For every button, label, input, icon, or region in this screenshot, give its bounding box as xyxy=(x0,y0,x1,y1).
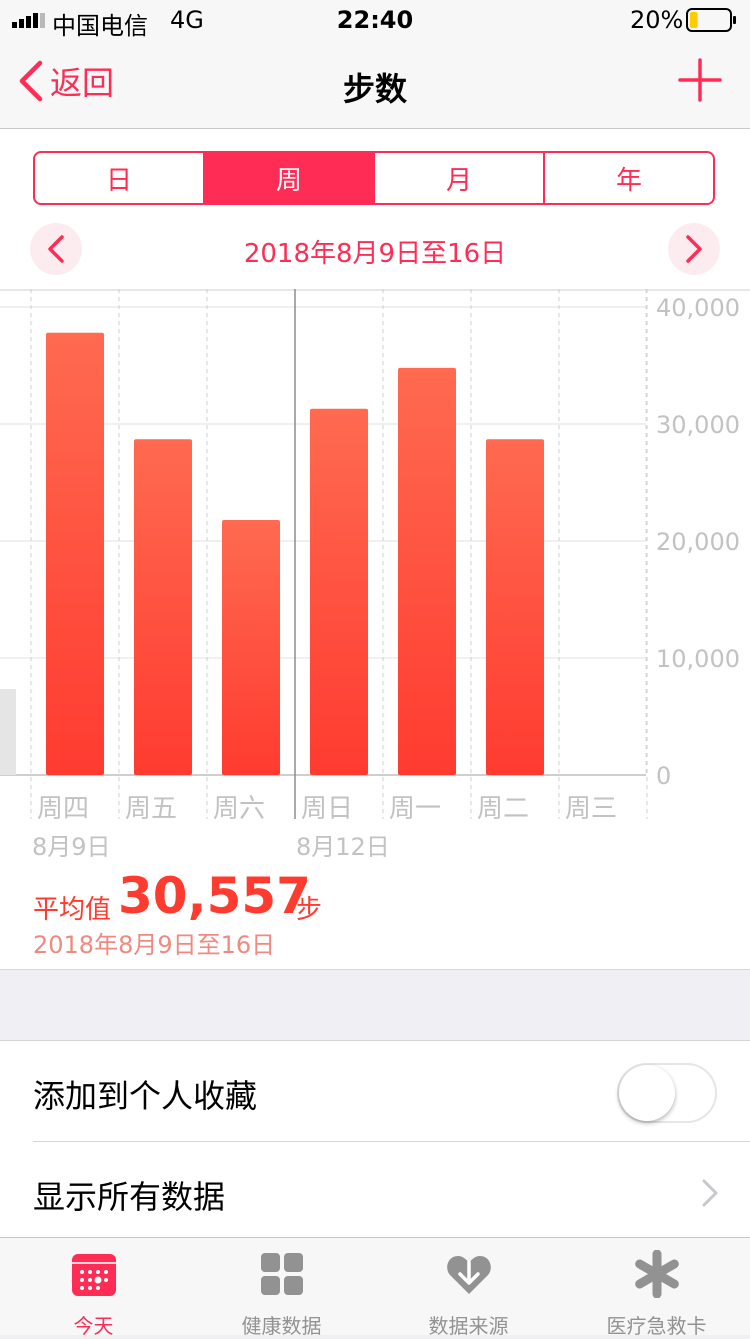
tab-medical-id[interactable]: 医疗急救卡 xyxy=(563,1238,750,1338)
back-label: 返回 xyxy=(50,64,115,102)
chevron-left-icon xyxy=(48,235,64,263)
y-tick-label: 0 xyxy=(656,762,671,790)
carrier-label: 中国电信 xyxy=(52,12,148,40)
segment-month[interactable]: 月 xyxy=(375,153,545,203)
bar[interactable] xyxy=(134,439,192,775)
tab-sources-label: 数据来源 xyxy=(428,1314,509,1338)
signal-icon xyxy=(12,13,45,28)
previous-week-bar xyxy=(0,689,16,775)
tab-sources[interactable]: 数据来源 xyxy=(375,1238,562,1338)
average-value: 30,557 xyxy=(118,867,311,925)
heart-download-icon xyxy=(447,1256,491,1294)
y-tick-label: 40,000 xyxy=(656,294,740,322)
tab-today-label: 今天 xyxy=(73,1314,114,1338)
tab-bar: 今天 健康数据 数据来源 医疗急救卡 xyxy=(0,1237,750,1338)
next-period-button[interactable] xyxy=(668,223,720,275)
x-tick-label: 周日 xyxy=(301,794,353,824)
status-bar: 中国电信 4G 22:40 20% xyxy=(0,0,750,40)
x-tick-label: 周六 xyxy=(213,794,265,824)
options-list: 添加到个人收藏 显示所有数据 xyxy=(0,1040,750,1238)
bar[interactable] xyxy=(486,439,544,775)
bar[interactable] xyxy=(310,408,368,775)
favorite-toggle[interactable] xyxy=(617,1063,717,1123)
chevron-right-icon xyxy=(702,1179,718,1207)
previous-period-button[interactable] xyxy=(30,223,82,275)
network-label: 4G xyxy=(170,6,204,34)
show-all-data-label: 显示所有数据 xyxy=(33,1178,226,1216)
average-range: 2018年8月9日至16日 xyxy=(33,931,276,959)
y-tick-label: 10,000 xyxy=(656,645,740,673)
chevron-left-icon xyxy=(19,60,43,102)
battery-icon xyxy=(686,8,736,32)
y-tick-label: 30,000 xyxy=(656,411,740,439)
navigation-bar: 返回 步数 xyxy=(0,40,750,129)
x-tick-label: 周五 xyxy=(125,794,177,824)
list-item-show-all-data[interactable]: 显示所有数据 xyxy=(0,1142,750,1240)
medical-asterisk-icon xyxy=(635,1250,679,1298)
battery-percent: 20% xyxy=(630,6,684,34)
list-item-favorite: 添加到个人收藏 xyxy=(0,1041,750,1142)
favorite-label: 添加到个人收藏 xyxy=(33,1077,258,1115)
back-button[interactable]: 返回 xyxy=(18,58,114,104)
bar[interactable] xyxy=(222,519,280,775)
grid-icon xyxy=(261,1253,303,1295)
x-tick-label: 周三 xyxy=(565,794,617,824)
tab-health-data[interactable]: 健康数据 xyxy=(188,1238,375,1338)
row-divider xyxy=(33,1141,750,1142)
x-tick-label: 周四 xyxy=(37,794,89,824)
time-label: 22:40 xyxy=(336,6,414,34)
x-tick-label: 周一 xyxy=(389,794,441,824)
page-title: 步数 xyxy=(342,70,407,108)
segment-week[interactable]: 周 xyxy=(205,153,375,203)
y-tick-label: 20,000 xyxy=(656,528,740,556)
chevron-right-icon xyxy=(686,235,702,263)
chart-panel: 日 周 月 年 2018年8月9日至16日 0 10,000 20,000 30,00… xyxy=(0,129,750,970)
plus-icon[interactable] xyxy=(676,56,724,104)
date-tick-label: 8月12日 xyxy=(296,833,390,859)
bar[interactable] xyxy=(46,332,104,775)
segment-day[interactable]: 日 xyxy=(35,153,205,203)
average-unit: 步 xyxy=(296,895,323,925)
toggle-knob xyxy=(619,1065,675,1121)
average-label: 平均值 xyxy=(33,895,112,925)
bar[interactable] xyxy=(398,367,456,775)
tab-health-data-label: 健康数据 xyxy=(241,1314,322,1338)
calendar-icon xyxy=(72,1254,116,1296)
date-tick-label: 8月9日 xyxy=(32,833,111,859)
period-segmented-control: 日 周 月 年 xyxy=(33,151,715,205)
x-tick-label: 周二 xyxy=(477,794,529,824)
tab-medical-id-label: 医疗急救卡 xyxy=(606,1314,707,1338)
date-range-label: 2018年8月9日至16日 xyxy=(243,239,507,269)
segment-year[interactable]: 年 xyxy=(615,165,642,196)
tab-today[interactable]: 今天 xyxy=(0,1238,187,1338)
